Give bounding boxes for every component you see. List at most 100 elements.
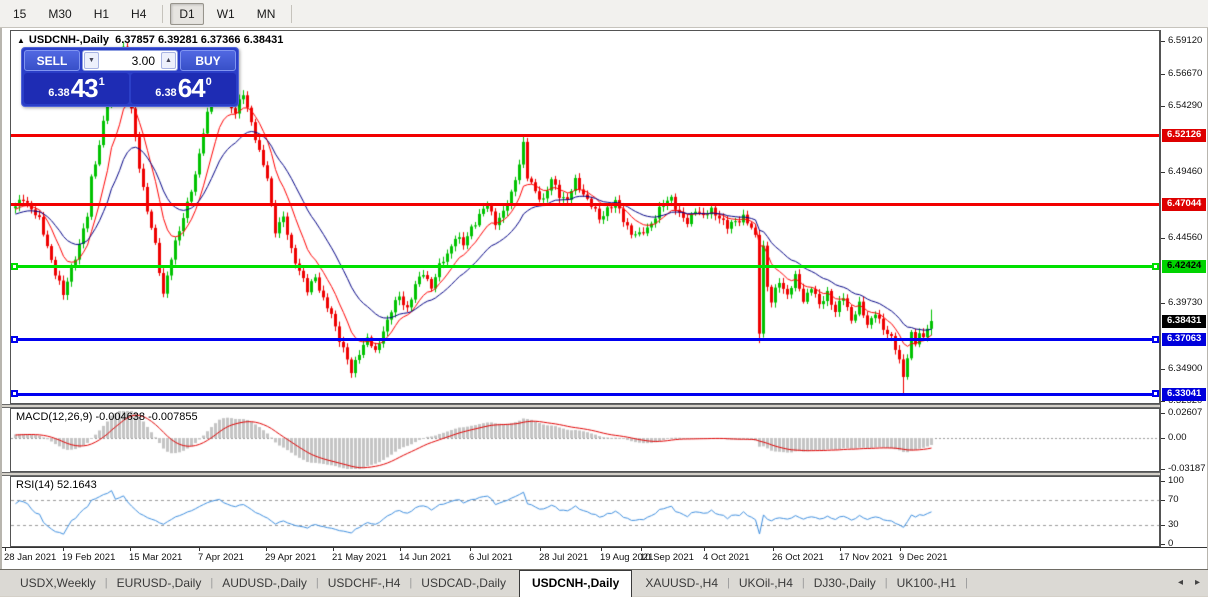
date-label: 10 Sep 2021 [640, 552, 694, 563]
volume-increase-icon[interactable]: ▲ [161, 52, 176, 69]
axis-tick [1161, 525, 1165, 526]
date-tick [130, 548, 131, 551]
timeframe-h1[interactable]: H1 [85, 3, 118, 25]
price-tick-label: 6.54290 [1168, 100, 1202, 111]
timeframe-w1[interactable]: W1 [208, 3, 244, 25]
axis-tick [1161, 238, 1165, 239]
horizontal-line-6-33041[interactable] [11, 393, 1159, 396]
date-label: 4 Oct 2021 [703, 552, 749, 563]
line-handle[interactable] [1152, 263, 1159, 270]
date-label: 19 Feb 2021 [62, 552, 115, 563]
tab-uk100-h1[interactable]: UK100-,H1 [889, 571, 964, 596]
date-label: 28 Jan 2021 [4, 552, 56, 563]
toolbar-separator [291, 5, 292, 23]
timeframe-15[interactable]: 15 [4, 3, 35, 25]
buy-price-pips: 64 [178, 73, 205, 104]
date-label: 29 Apr 2021 [265, 552, 316, 563]
tab-xauusd-h4[interactable]: XAUUSD-,H4 [637, 571, 726, 596]
tab-nav: ◂▸ [1178, 577, 1200, 588]
date-tick [900, 548, 901, 551]
tab-scroll-right-icon[interactable]: ▸ [1195, 577, 1200, 588]
macd-tick-label: 0.00 [1168, 432, 1187, 443]
sell-button[interactable]: SELL [24, 50, 80, 71]
date-label: 17 Nov 2021 [839, 552, 893, 563]
axis-tick [1161, 413, 1165, 414]
chart-ohlc-values: 6.37857 6.39281 6.37366 6.38431 [115, 34, 283, 46]
rsi-canvas[interactable] [11, 477, 1159, 546]
axis-tick [1161, 41, 1165, 42]
price-tick-label: 6.34900 [1168, 363, 1202, 374]
line-handle[interactable] [11, 336, 18, 343]
rsi-label: RSI(14) 52.1643 [16, 479, 97, 491]
tab-dj30-daily[interactable]: DJ30-,Daily [806, 571, 884, 596]
chart-window: ▲ USDCNH-,Daily 6.37857 6.39281 6.37366 6… [0, 28, 1208, 569]
volume-cluster: ▼ ▲ [82, 50, 178, 71]
chart-symbol-period: USDCNH-,Daily [29, 34, 109, 46]
one-click-trading-panel: SELL ▼ ▲ BUY 6.38 43 1 6.38 64 0 [21, 47, 239, 107]
tab-usdcad-daily[interactable]: USDCAD-,Daily [413, 571, 514, 596]
tab-scroll-left-icon[interactable]: ◂ [1178, 577, 1183, 588]
rsi-indicator-pane[interactable]: RSI(14) 52.1643 [10, 476, 1160, 547]
timeframe-mn[interactable]: MN [248, 3, 285, 25]
rsi-tick-label: 70 [1168, 494, 1179, 505]
axis-tick [1161, 106, 1165, 107]
date-label: 6 Jul 2021 [469, 552, 513, 563]
price-tick-label: 6.39730 [1168, 297, 1202, 308]
tab-usdchf-h4[interactable]: USDCHF-,H4 [320, 571, 409, 596]
macd-indicator-pane[interactable]: MACD(12,26,9) -0.004638 -0.007855 [10, 408, 1160, 472]
line-handle[interactable] [1152, 336, 1159, 343]
volume-decrease-icon[interactable]: ▼ [84, 52, 99, 69]
axis-tick [1161, 544, 1165, 545]
rsi-tick-label: 100 [1168, 475, 1184, 486]
tab-audusd-daily[interactable]: AUDUSD-,Daily [214, 571, 315, 596]
volume-input[interactable] [101, 52, 159, 69]
line-handle[interactable] [11, 390, 18, 397]
date-tick [400, 548, 401, 551]
tab-usdx-weekly[interactable]: USDX,Weekly [12, 571, 104, 596]
collapse-triangle-icon[interactable]: ▲ [17, 36, 25, 45]
price-tick-label: 6.56670 [1168, 68, 1202, 79]
date-label: 21 May 2021 [332, 552, 387, 563]
price-tick-label: 6.49460 [1168, 166, 1202, 177]
date-tick [773, 548, 774, 551]
sell-price-pips: 43 [71, 73, 98, 104]
axis-tick [1161, 401, 1165, 402]
axis-tick [1161, 438, 1165, 439]
tab-eurusd-daily[interactable]: EURUSD-,Daily [109, 571, 210, 596]
axis-tick [1161, 172, 1165, 173]
buy-price-point: 0 [206, 76, 212, 88]
horizontal-line-6-42424[interactable] [11, 265, 1159, 268]
date-tick [63, 548, 64, 551]
tab-usdcnh-daily[interactable]: USDCNH-,Daily [519, 570, 632, 597]
line-handle[interactable] [11, 263, 18, 270]
date-label: 9 Dec 2021 [899, 552, 948, 563]
tab-ukoil-h4[interactable]: UKOil-,H4 [731, 571, 801, 596]
macd-tick-label: 0.02607 [1168, 407, 1202, 418]
horizontal-line-6-52126[interactable] [11, 134, 1159, 137]
timeframe-d1[interactable]: D1 [170, 3, 203, 25]
axis-tick [1161, 369, 1165, 370]
date-tick [704, 548, 705, 551]
pane-separator[interactable] [2, 472, 1207, 476]
chart-tab-bar: USDX,Weekly|EURUSD-,Daily|AUDUSD-,Daily|… [0, 569, 1208, 596]
buy-price-display[interactable]: 6.38 64 0 [131, 73, 236, 104]
axis-tick [1161, 303, 1165, 304]
sell-price-display[interactable]: 6.38 43 1 [24, 73, 129, 104]
horizontal-line-6-47044[interactable] [11, 203, 1159, 206]
tab-separator: | [964, 577, 969, 596]
price-label-6-37063: 6.37063 [1162, 333, 1206, 346]
price-label-6-47044: 6.47044 [1162, 198, 1206, 211]
timeframe-h4[interactable]: H4 [122, 3, 155, 25]
pane-separator[interactable] [2, 404, 1207, 408]
line-handle[interactable] [1152, 390, 1159, 397]
horizontal-line-6-37063[interactable] [11, 338, 1159, 341]
date-label: 15 Mar 2021 [129, 552, 182, 563]
date-tick [840, 548, 841, 551]
timeframe-m30[interactable]: M30 [39, 3, 80, 25]
date-tick [641, 548, 642, 551]
buy-button[interactable]: BUY [180, 50, 236, 71]
main-price-pane[interactable]: ▲ USDCNH-,Daily 6.37857 6.39281 6.37366 6… [10, 30, 1160, 404]
